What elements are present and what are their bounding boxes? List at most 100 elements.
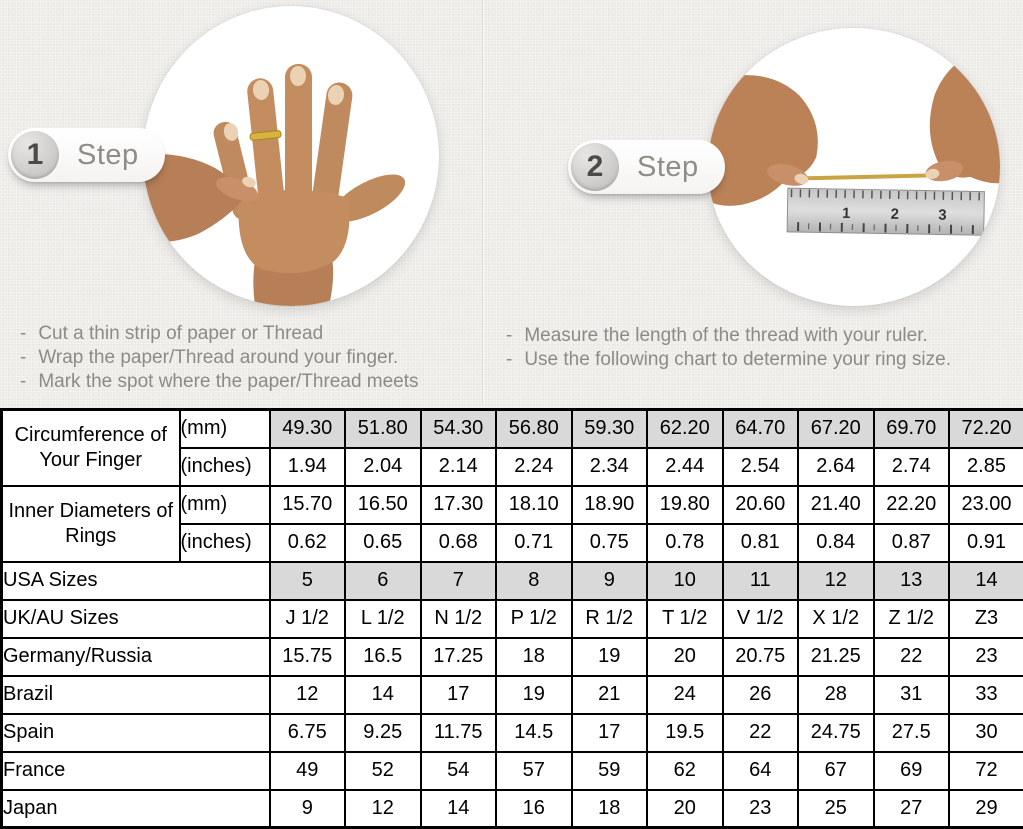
size-value-cell: 67.20: [798, 410, 874, 448]
size-value-cell: 2.24: [496, 448, 572, 486]
size-value-cell: 20: [647, 790, 723, 828]
size-value-cell: 16.50: [345, 486, 421, 524]
size-value-cell: 54.30: [421, 410, 497, 448]
size-value-cell: J 1/2: [270, 600, 346, 638]
unit-cell: (inches): [180, 524, 270, 562]
size-value-cell: 18: [572, 790, 648, 828]
size-value-cell: 18.10: [496, 486, 572, 524]
size-value-cell: 6.75: [270, 714, 346, 752]
size-value-cell: 62: [647, 752, 723, 790]
size-value-cell: T 1/2: [647, 600, 723, 638]
instruction-line: Wrap the paper/Thread around your finger…: [20, 346, 490, 370]
size-value-cell: R 1/2: [572, 600, 648, 638]
size-value-cell: 27: [874, 790, 950, 828]
size-value-cell: 9: [270, 790, 346, 828]
size-value-cell: 62.20: [647, 410, 723, 448]
row-label: USA Sizes: [2, 562, 270, 600]
row-label: Circumference of Your Finger: [2, 410, 180, 486]
size-value-cell: 69: [874, 752, 950, 790]
size-value-cell: 16: [496, 790, 572, 828]
size-value-cell: 33: [949, 676, 1023, 714]
instruction-line: Measure the length of the thread with yo…: [506, 324, 1021, 348]
size-value-cell: 9: [572, 562, 648, 600]
size-value-cell: 1.94: [270, 448, 346, 486]
size-value-cell: 54: [421, 752, 497, 790]
size-value-cell: 23.00: [949, 486, 1023, 524]
size-value-cell: 14.5: [496, 714, 572, 752]
instruction-line: Cut a thin strip of paper or Thread: [20, 322, 490, 346]
size-value-cell: 12: [270, 676, 346, 714]
ruler-number-2: 2: [891, 207, 900, 223]
size-value-cell: 15.75: [270, 638, 346, 676]
ruler-number-3: 3: [938, 208, 947, 224]
size-value-cell: 0.81: [723, 524, 799, 562]
size-value-cell: 11: [723, 562, 799, 600]
size-value-cell: 5: [270, 562, 346, 600]
ruler-number-1: 1: [842, 206, 851, 222]
size-value-cell: 2.34: [572, 448, 648, 486]
size-value-cell: 17: [421, 676, 497, 714]
size-value-cell: V 1/2: [723, 600, 799, 638]
size-value-cell: 8: [496, 562, 572, 600]
size-value-cell: 2.04: [345, 448, 421, 486]
size-value-cell: 72.20: [949, 410, 1023, 448]
size-value-cell: 13: [874, 562, 950, 600]
size-value-cell: 18: [496, 638, 572, 676]
unit-cell: (inches): [180, 448, 270, 486]
size-value-cell: 6: [345, 562, 421, 600]
size-value-cell: 14: [421, 790, 497, 828]
size-value-cell: P 1/2: [496, 600, 572, 638]
size-value-cell: 57: [496, 752, 572, 790]
size-value-cell: 30: [949, 714, 1023, 752]
step2-number: 2: [571, 143, 619, 191]
size-value-cell: 17: [572, 714, 648, 752]
size-value-cell: 29: [949, 790, 1023, 828]
size-value-cell: 12: [345, 790, 421, 828]
size-value-cell: L 1/2: [345, 600, 421, 638]
size-value-cell: 59.30: [572, 410, 648, 448]
instruction-line: Use the following chart to determine you…: [506, 348, 1021, 372]
size-value-cell: 0.87: [874, 524, 950, 562]
size-value-cell: 24.75: [798, 714, 874, 752]
hand-with-thread-illustration: [143, 6, 439, 306]
size-value-cell: 0.65: [345, 524, 421, 562]
size-value-cell: 22: [874, 638, 950, 676]
size-value-cell: 49: [270, 752, 346, 790]
size-value-cell: 2.54: [723, 448, 799, 486]
row-label: UK/AU Sizes: [2, 600, 270, 638]
step1-photo-circle: [143, 6, 439, 306]
size-value-cell: 0.71: [496, 524, 572, 562]
size-value-cell: 21.40: [798, 486, 874, 524]
size-value-cell: 18.90: [572, 486, 648, 524]
size-value-cell: 2.64: [798, 448, 874, 486]
size-value-cell: 20.75: [723, 638, 799, 676]
size-value-cell: 19: [496, 676, 572, 714]
size-value-cell: 69.70: [874, 410, 950, 448]
size-value-cell: 52: [345, 752, 421, 790]
size-value-cell: 2.14: [421, 448, 497, 486]
size-value-cell: 11.75: [421, 714, 497, 752]
size-value-cell: 64: [723, 752, 799, 790]
row-label: Germany/Russia: [2, 638, 270, 676]
size-value-cell: 23: [723, 790, 799, 828]
ruler: 1 2 3: [787, 188, 984, 235]
instructions-section: 1 2 3 1 Step 2 Step Cut a thin strip of …: [0, 0, 1023, 408]
size-value-cell: 64.70: [723, 410, 799, 448]
size-value-cell: 22: [723, 714, 799, 752]
size-value-cell: 51.80: [345, 410, 421, 448]
size-value-cell: 67: [798, 752, 874, 790]
step1-instructions: Cut a thin strip of paper or Thread Wrap…: [20, 322, 490, 394]
row-label: Spain: [2, 714, 270, 752]
size-value-cell: 0.91: [949, 524, 1023, 562]
size-value-cell: 20.60: [723, 486, 799, 524]
size-value-cell: 2.85: [949, 448, 1023, 486]
step2-instructions: Measure the length of the thread with yo…: [506, 324, 1021, 372]
size-value-cell: 14: [345, 676, 421, 714]
unit-cell: (mm): [180, 410, 270, 448]
size-value-cell: 22.20: [874, 486, 950, 524]
